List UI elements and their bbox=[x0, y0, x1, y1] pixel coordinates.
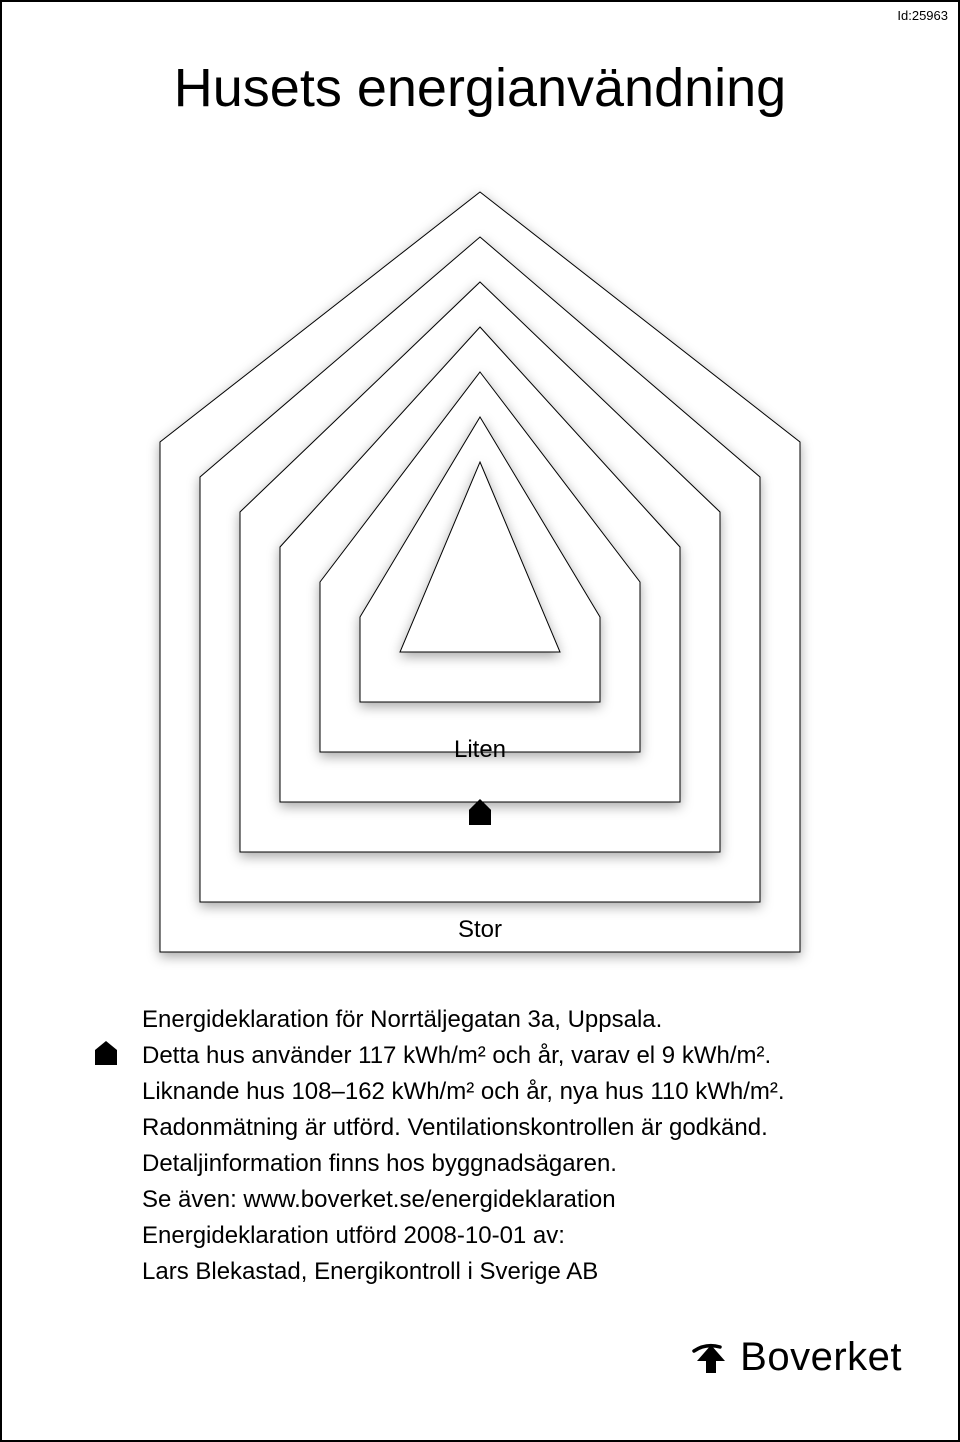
diagram-svg: Liten Stor bbox=[130, 162, 830, 982]
info-line: Energideklaration för Norrtäljegatan 3a,… bbox=[142, 1002, 878, 1038]
diagram-label-inner: Liten bbox=[454, 736, 506, 763]
boverket-logo: Boverket bbox=[692, 1335, 902, 1380]
boverket-logo-text: Boverket bbox=[740, 1335, 902, 1380]
info-line: Energideklaration utförd 2008-10-01 av: bbox=[142, 1218, 878, 1254]
info-line: Detaljinformation finns hos byggnadsägar… bbox=[142, 1146, 878, 1182]
diagram-label-outer: Stor bbox=[458, 916, 502, 943]
info-line: Se även: www.boverket.se/energideklarati… bbox=[142, 1182, 878, 1218]
page-title: Husets energianvändning bbox=[2, 57, 958, 119]
info-line: Liknande hus 108–162 kWh/m² och år, nya … bbox=[142, 1074, 878, 1110]
boverket-logo-icon bbox=[692, 1339, 730, 1377]
info-line: Detta hus använder 117 kWh/m² och år, va… bbox=[142, 1038, 878, 1074]
energy-house-diagram: Liten Stor bbox=[2, 162, 958, 982]
info-line: Lars Blekastad, Energikontroll i Sverige… bbox=[142, 1254, 878, 1290]
info-block: Energideklaration för Norrtäljegatan 3a,… bbox=[142, 1002, 878, 1290]
house-bullet-icon bbox=[94, 1040, 118, 1077]
id-label: Id:25963 bbox=[897, 8, 948, 23]
page-frame: Id:25963 Husets energianvändning Liten St… bbox=[0, 0, 960, 1442]
info-line: Radonmätning är utförd. Ventilationskont… bbox=[142, 1110, 878, 1146]
